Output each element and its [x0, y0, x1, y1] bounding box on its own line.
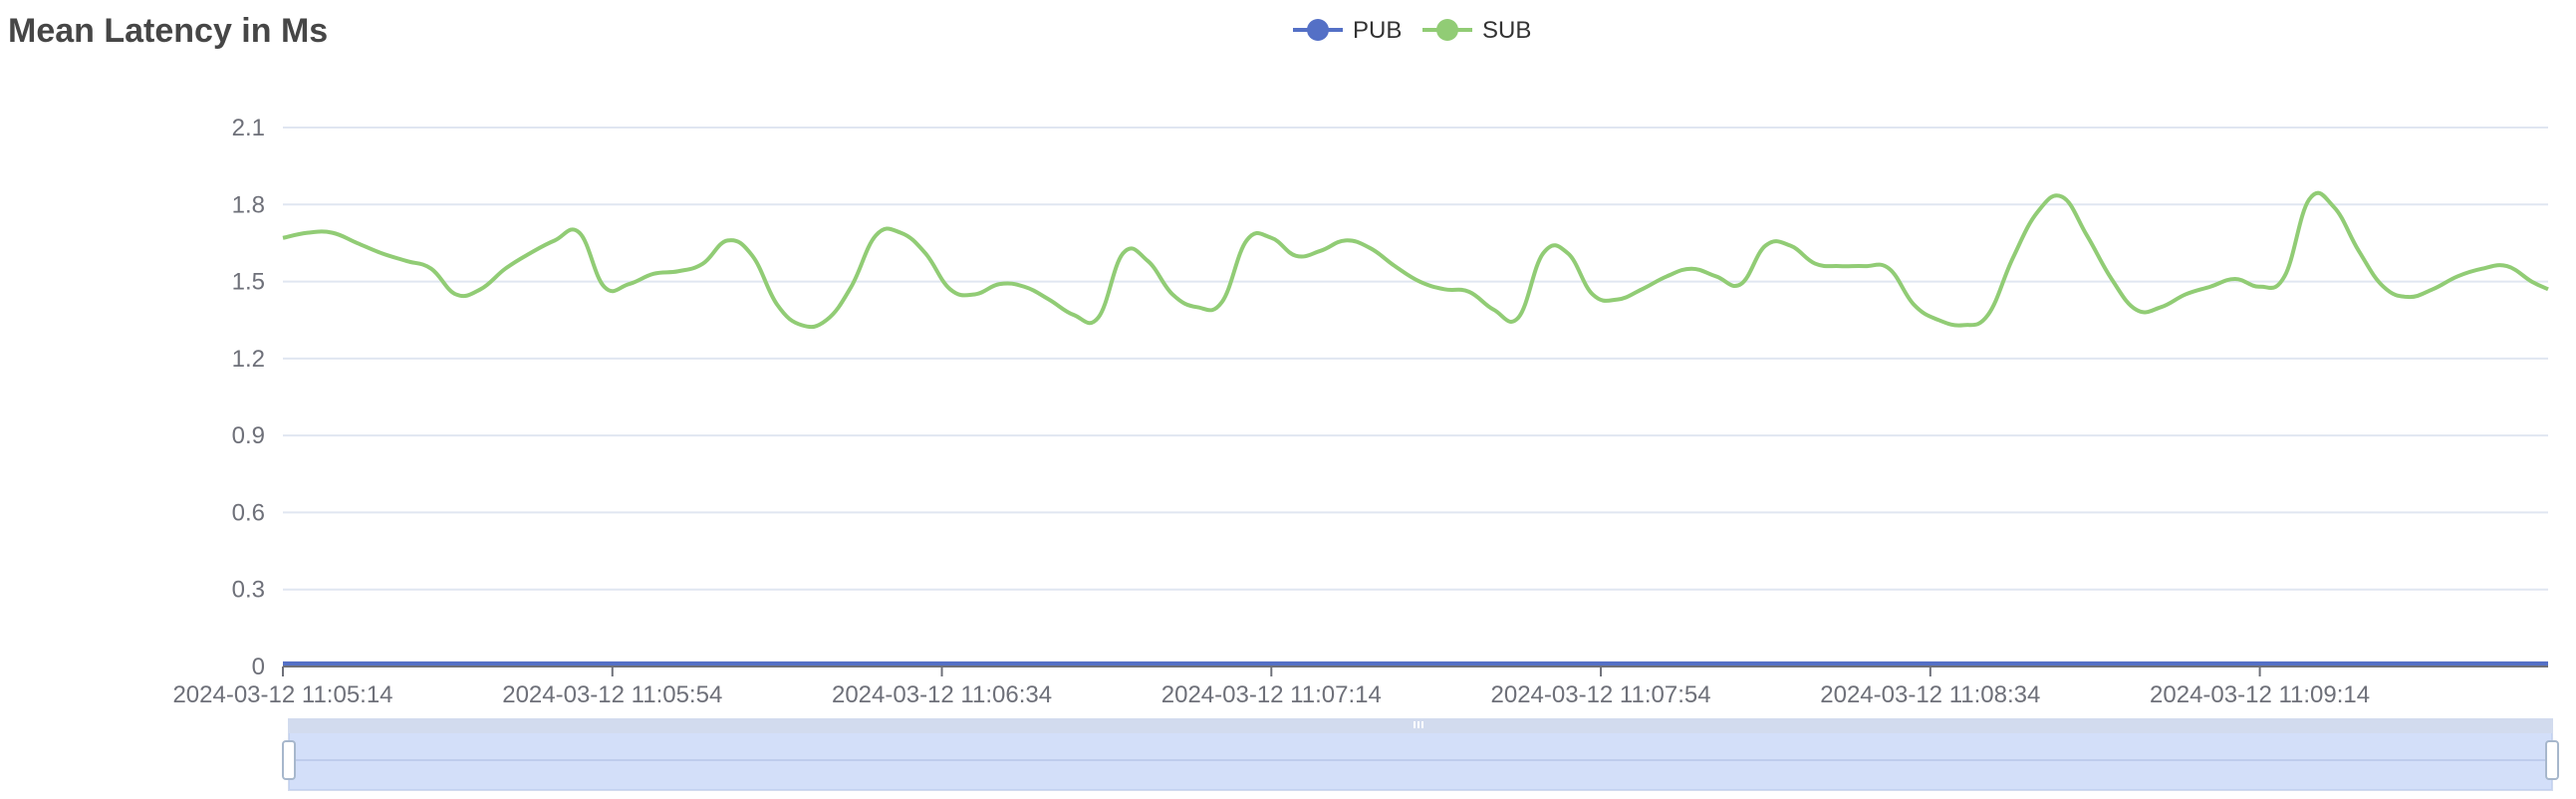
grid-layer: [283, 127, 2548, 591]
zoom-handle-right[interactable]: [2545, 740, 2559, 780]
legend-marker-icon: [1307, 19, 1329, 41]
legend: PUB SUB: [1293, 17, 1531, 44]
x-tick-label: 2024-03-12 11:06:34: [832, 681, 1052, 708]
legend-item-sub[interactable]: SUB: [1422, 17, 1531, 44]
axis-layer: 0 0.3 0.6 0.9 1.2 1.5 1.8 2.1 2024-03-12 11:05:1…: [172, 115, 2548, 708]
legend-label: PUB: [1353, 17, 1402, 44]
zoom-grip-icon: [1421, 721, 1423, 728]
x-tick-label: 2024-03-12 11:05:14: [172, 681, 392, 708]
y-tick-label: 2.1: [232, 115, 265, 141]
legend-marker-icon: [1436, 19, 1458, 41]
x-tick-label: 2024-03-12 11:07:14: [1161, 681, 1382, 708]
x-tick-label: 2024-03-12 11:07:54: [1491, 681, 1711, 708]
zoom-grip-icon: [1417, 721, 1419, 728]
x-tick-label: 2024-03-12 11:09:14: [2150, 681, 2370, 708]
y-tick-label: 1.8: [232, 191, 265, 218]
zoom-handle-left[interactable]: [282, 740, 296, 780]
y-tick-label: 1.5: [232, 269, 265, 296]
x-tick-label: 2024-03-12 11:05:54: [502, 681, 722, 708]
y-tick-label: 0.3: [232, 577, 265, 604]
y-tick-label: 0.9: [232, 422, 265, 449]
zoom-selection[interactable]: [289, 733, 2552, 790]
zoom-top-bar[interactable]: [289, 719, 2552, 733]
series-layer: [282, 190, 2549, 666]
data-zoom-slider[interactable]: [282, 718, 2559, 791]
y-tick-label: 0: [252, 654, 265, 680]
legend-label: SUB: [1482, 17, 1531, 44]
series-line-sub: [282, 190, 2549, 330]
x-tick-label: 2024-03-12 11:08:34: [1820, 681, 2040, 708]
y-tick-label: 1.2: [232, 346, 265, 373]
legend-item-pub[interactable]: PUB: [1293, 17, 1402, 44]
chart-title: Mean Latency in Ms: [8, 12, 329, 50]
zoom-grip-icon: [1414, 721, 1416, 728]
y-tick-label: 0.6: [232, 499, 265, 526]
